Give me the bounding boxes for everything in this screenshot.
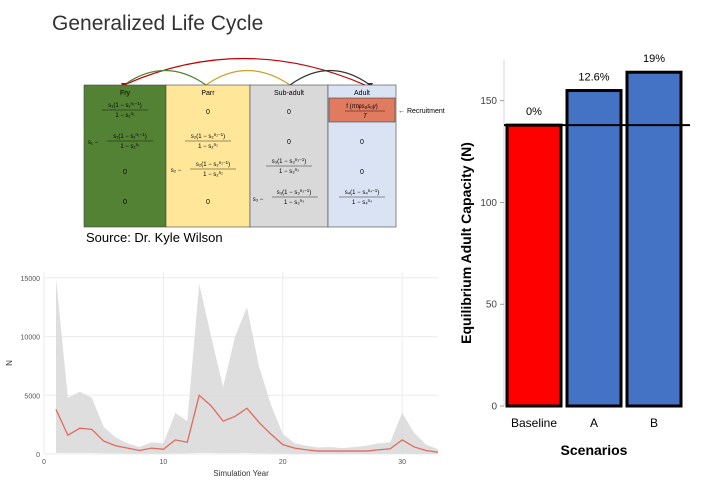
x-axis-label: Simulation Year: [213, 469, 269, 478]
cell-r2-parr-den: 1 − s₂n₂: [198, 142, 218, 150]
bar-value-label: 12.6%: [578, 72, 609, 84]
header-subadult: Sub-adult: [274, 90, 304, 97]
y-tick-label: 0: [36, 452, 40, 459]
y-tick-label: 5000: [24, 393, 40, 400]
arc-adult-to-fry: [123, 57, 366, 86]
x-tick-label: 10: [159, 459, 167, 466]
source-caption: Source: Dr. Kyle Wilson: [86, 230, 223, 245]
arc-subadult-to-adult: [289, 69, 371, 86]
life-cycle-matrix: Fry Parr Sub-adult Adult ← Recruitment s…: [83, 57, 445, 228]
cell-r1-adult: f (πτφs₀s₀γ): [346, 104, 378, 110]
simulation-chart: 0 5000 10000 15000 0 10 20 30 Simulation Year N: [5, 272, 439, 478]
header-adult: Adult: [354, 90, 370, 97]
x-tick-label: 0: [42, 459, 46, 466]
cell-r2-fry: s₁(1 − s₁n₁−1): [113, 132, 146, 140]
header-fry: Fry: [120, 90, 131, 97]
cell-r3-fry: 0: [123, 169, 127, 176]
cell-r2-subadult: 0: [287, 139, 291, 146]
cell-r2-fry-prefix: s₁ −: [88, 140, 99, 146]
cell-r2-fry-den: 1 − s₁n₁: [120, 142, 140, 150]
cell-r3-adult: 0: [360, 169, 364, 176]
cell-r4-subadult-prefix: s₃ −: [253, 197, 264, 203]
cell-r4-adult: s₄(1 − s₄n₄−1): [345, 188, 380, 196]
cell-r2-parr: s₂(1 − s₂n₂−1): [191, 132, 225, 140]
cell-r1-parr: 0: [206, 109, 210, 116]
cell-r3-subadult: s₃(1 − s₃n₃−1): [272, 157, 307, 165]
bar-baseline: [505, 123, 563, 408]
arc-parr-to-subadult: [205, 69, 291, 86]
x-tick-label: 20: [279, 459, 287, 466]
x-tick-label: 30: [398, 459, 406, 466]
bar-a: [565, 89, 623, 408]
category-label: B: [650, 416, 658, 430]
x-axis-label: Scenarios: [561, 442, 628, 458]
bar-value-label: 19%: [643, 53, 665, 65]
cell-r3-parr: s₂(1 − s₂n₂−1): [196, 160, 230, 168]
header-parr: Parr: [201, 90, 215, 97]
cell-r4-parr: 0: [206, 199, 210, 206]
cell-r4-subadult: s₃(1 − s₃n₃−1): [277, 188, 312, 196]
cell-r2-adult: 0: [360, 139, 364, 146]
bar-b: [625, 70, 683, 408]
category-label: A: [590, 416, 598, 430]
cell-r1-adult-den: T: [363, 114, 368, 120]
cell-r1-fry-den: 1 − s₁n₁: [115, 111, 135, 119]
cell-r1-subadult: 0: [287, 109, 291, 116]
arc-fry-to-parr: [123, 69, 207, 86]
recruitment-label: ← Recruitment: [398, 108, 445, 115]
y-tick-label: 15000: [21, 276, 41, 283]
cell-r3-parr-den: 1 − s₂n₂: [203, 170, 223, 178]
y-tick-label: 50: [486, 300, 498, 311]
cell-r1-fry: s₁(1 − s₁n₁−1): [108, 101, 141, 109]
cell-r4-fry: 0: [123, 199, 127, 206]
slide-title: Generalized Life Cycle: [52, 12, 264, 35]
y-axis-label: Equilibrium Adult Capacity (N): [458, 142, 474, 344]
confidence-band: [55, 277, 438, 454]
mean-line: [55, 394, 439, 453]
capacity-bar-chart: 0 50 100 150 0% Baseline 12.6% A 19% B Scenarios Eq…: [458, 53, 690, 458]
y-tick-label: 150: [480, 96, 497, 107]
cell-r4-adult-den: 1 − s₄n₄: [352, 198, 372, 206]
cell-r3-parr-prefix: s₂ −: [171, 168, 182, 174]
column-fry: [83, 84, 167, 228]
recruitment-cell: [328, 97, 396, 123]
y-tick-label: 100: [480, 198, 497, 209]
cell-r3-subadult-den: 1 − s₃n₃: [279, 167, 299, 175]
y-tick-label: 10000: [21, 335, 41, 342]
y-tick-label: 0: [491, 402, 497, 413]
y-axis-label: N: [5, 360, 14, 366]
category-label: Baseline: [511, 416, 557, 430]
bar-value-label: 0%: [526, 106, 542, 118]
column-parr: [165, 84, 251, 228]
column-subadult: [249, 84, 329, 228]
cell-r4-subadult-den: 1 − s₃n₃: [284, 198, 304, 206]
